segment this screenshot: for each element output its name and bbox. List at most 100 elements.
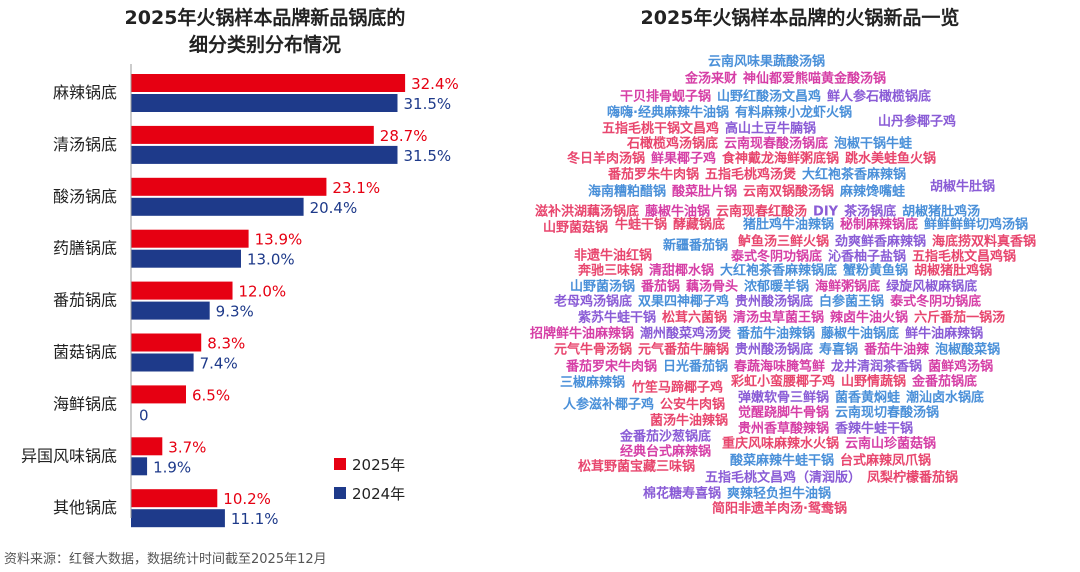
bar-2024: [131, 353, 194, 372]
bar-2025: [131, 385, 186, 404]
data-label: 10.2%: [223, 490, 271, 508]
legend-swatch: [334, 458, 346, 470]
bar-chart-title-line-1: 2025年火锅样本品牌新品锅底的: [124, 7, 406, 29]
word-cloud-item: 云南双锅酸汤锅: [743, 184, 835, 200]
word-cloud-item: 藕汤骨头: [686, 279, 739, 295]
word-cloud-item: 元气牛骨汤锅: [554, 342, 633, 358]
bar-2025: [131, 229, 249, 248]
word-cloud-item: 番茄牛油辣锅: [737, 326, 816, 342]
word-cloud-item: 酸菜麻辣牛蛙干锅: [730, 453, 835, 469]
word-cloud-item: 大红袍茶香麻辣锅: [802, 167, 907, 183]
word-cloud-item: 山丹参椰子鸡: [878, 114, 957, 130]
data-label: 6.5%: [192, 386, 230, 404]
data-label: 32.4%: [411, 75, 459, 93]
word-cloud-item: 胡椒牛肚锅: [930, 179, 996, 195]
word-cloud-item: 嗨嗨·经典麻辣牛油锅: [607, 105, 729, 121]
word-cloud-item: 酵藏锅底: [673, 217, 726, 233]
word-cloud-item: 龙井清润茶香锅: [831, 359, 923, 375]
bar-2025: [131, 74, 406, 92]
word-cloud-item: 鲜牛油麻辣锅: [905, 326, 984, 342]
word-cloud-item: 奔驰三味锅: [578, 263, 644, 279]
word-cloud-item: 香辣牛蛙干锅: [835, 421, 914, 437]
word-cloud-item: 日光番茄锅: [663, 359, 729, 375]
bar-2025: [131, 437, 163, 456]
word-cloud-item: 云南山珍菌菇锅: [845, 436, 937, 452]
word-cloud-item: 凤梨柠檬番茄锅: [867, 470, 959, 486]
word-cloud-item: 绿旋风椒麻锅底: [886, 279, 978, 295]
word-cloud-item: 山野情蔬锅: [841, 374, 907, 390]
word-cloud-item: 公安牛肉锅: [660, 397, 726, 413]
word-cloud-item: 非遗牛油红锅: [574, 248, 653, 264]
word-cloud-item: 贵州酸汤锅底: [735, 294, 814, 310]
word-cloud-item: 冬日羊肉汤锅: [567, 151, 646, 167]
word-cloud-item: 泰式冬阴功锅底: [731, 249, 823, 265]
word-cloud-item: 清汤虫草菌王锅: [733, 310, 825, 326]
word-cloud-item: 菌香黄焖蛙: [835, 390, 901, 406]
word-cloud-item: 五指毛桃文昌鸡锅: [912, 249, 1017, 265]
category-label: 药膳锅底: [53, 239, 117, 258]
word-cloud-item: 麻辣馋嘴蛙: [840, 184, 906, 200]
word-cloud-item: 山野菌菇锅: [543, 220, 609, 236]
word-cloud-item: 金番茄沙葱锅底: [620, 429, 712, 445]
word-cloud-item: 石橄榄鸡汤锅底: [627, 136, 719, 152]
word-cloud-item: 有料麻辣小龙虾火锅: [734, 105, 852, 121]
category-label: 番茄锅底: [53, 291, 117, 310]
bar-2024: [131, 509, 225, 528]
word-cloud-item: 竹笙马蹄椰子鸡: [632, 380, 724, 396]
word-cloud-item: 牛蛙干锅: [615, 217, 668, 233]
word-cloud-item: 潮汕卤水锅底: [906, 390, 985, 406]
word-cloud-item: 藤椒牛油锅底: [821, 326, 900, 342]
word-cloud-item: 山野红酸汤文昌鸡: [717, 89, 822, 105]
category-label: 海鲜锅底: [53, 394, 117, 413]
bar-chart-title: 2025年火锅样本品牌新品锅底的 细分类别分布情况: [40, 5, 490, 59]
word-cloud-item: 云南现切春酸汤锅: [835, 405, 940, 421]
data-label: 8.3%: [207, 335, 245, 353]
word-cloud-item: 简阳非遗羊肉汤·鸳鸯锅: [712, 501, 847, 517]
word-cloud-item: 海南糟粕醋锅: [588, 184, 667, 200]
word-cloud-item: 山野菌汤锅: [570, 279, 636, 295]
bar-chart-title-line-2: 细分类别分布情况: [188, 34, 341, 56]
word-cloud-item: 人参滋补椰子鸡: [563, 397, 655, 413]
word-cloud-item: 番茄牛油辣: [864, 342, 930, 358]
word-cloud-item: 六斤番茄一锅汤: [914, 310, 1006, 326]
source-note: 资料来源：红餐大数据，数据统计时间截至2025年12月: [4, 552, 327, 567]
word-cloud-item: 云南现春红酸汤: [716, 204, 808, 220]
word-cloud-item: 松茸六菌锅: [662, 310, 728, 326]
word-cloud-item: 沁香柚子盐锅: [828, 249, 907, 265]
data-label: 12.0%: [239, 283, 287, 301]
data-label: 20.4%: [310, 199, 358, 217]
bar-2024: [131, 301, 210, 320]
word-cloud-item: 弹嫩软骨三鲜锅: [738, 390, 830, 406]
data-label: 7.4%: [200, 355, 238, 373]
word-cloud-item: 海鲜粥锅底: [815, 279, 881, 295]
word-cloud-item: 五指毛桃干锅文昌鸡: [602, 121, 720, 137]
word-cloud-item: 贵州酸汤锅底: [735, 342, 814, 358]
legend-label: 2025年: [352, 456, 405, 474]
word-cloud-item: 三椒麻辣锅: [560, 375, 626, 391]
word-cloud-item: 菌汤牛油辣锅: [650, 413, 729, 429]
word-cloud-item: 藤椒牛油锅: [645, 204, 711, 220]
word-cloud-item: 五指毛桃鸡汤煲: [705, 167, 797, 183]
bar-2025: [131, 489, 218, 508]
word-cloud-item: 松茸野菌宝藏三味锅: [578, 459, 696, 475]
word-cloud-item: 春蔬海味腌笃鲜: [734, 359, 826, 375]
word-cloud-item: 紫苏牛蛙干锅: [578, 310, 657, 326]
bar-2025: [131, 177, 327, 196]
data-label: 11.1%: [231, 510, 279, 528]
bar-2024: [131, 249, 241, 268]
data-label: 0: [139, 406, 149, 424]
word-cloud-item: 经典台式麻辣锅: [620, 444, 712, 460]
data-label: 13.0%: [247, 251, 295, 269]
category-label: 异国风味锅底: [21, 446, 117, 465]
word-cloud-item: 菌鲜鸡汤锅: [928, 359, 994, 375]
category-label: 菌菇锅底: [53, 343, 117, 362]
word-cloud-item: 老母鸡汤锅底: [554, 294, 633, 310]
word-cloud-item: 招牌鲜牛油麻辣锅: [530, 326, 635, 342]
word-cloud-item: 五指毛桃文昌鸡（清润版）: [705, 470, 862, 486]
bar-2025: [131, 125, 374, 144]
word-cloud-item: 泰式冬阴功锅底: [890, 294, 982, 310]
word-cloud-item: 潮州酸菜鸡汤煲: [640, 326, 732, 342]
word-cloud-item: 泡椒酸菜锅: [935, 342, 1001, 358]
word-cloud-item: 重庆风味麻辣水火锅: [722, 436, 840, 452]
